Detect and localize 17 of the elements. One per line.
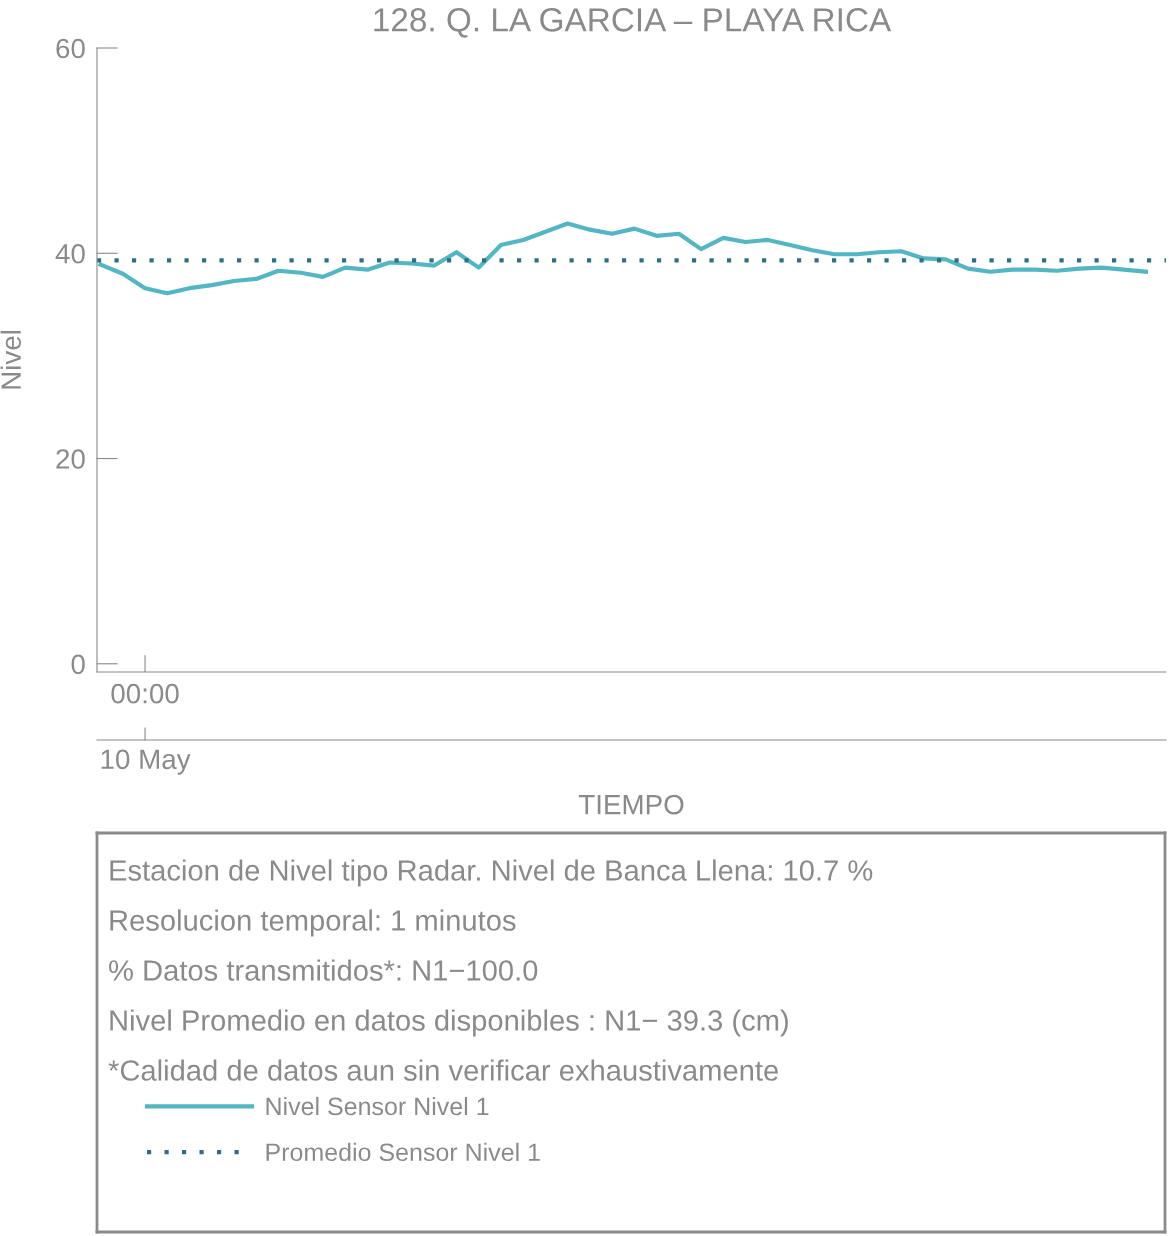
text: *Calidad de datos aun sin verificar exhaustivamente [108,1059,778,1081]
text: Nivel Promedio en datos disponibles : N1− 39.3 (cm) [110,1009,788,1037]
y-tick-label: 0 [71,654,85,675]
y-tick-label: 20 [56,449,85,469]
line-series [98,221,1149,296]
text: % Datos transmitidos*: N1−100.0 [109,959,538,981]
x-tick-label: 00:00 [111,683,179,704]
text: Resolucion temporal: 1 minutos [110,909,516,937]
y-tick-label: 40 [55,243,85,264]
chart-title: 128. Q. LA GARCIA – PLAYA RICA [374,8,892,38]
legend-label: Promedio Sensor Nivel 1 [266,1142,540,1162]
y-axis-title: Nivel [0,330,21,389]
legend-label: Nivel Sensor Nivel 1 [266,1096,489,1116]
x-axis-title: TIEMPO [578,794,684,815]
annotation: 10 May [101,749,191,775]
y-tick-label: 60 [56,38,85,59]
text: Estacion de Nivel tipo Radar. Nivel de Banca Llena: 10.7 % [110,859,873,887]
